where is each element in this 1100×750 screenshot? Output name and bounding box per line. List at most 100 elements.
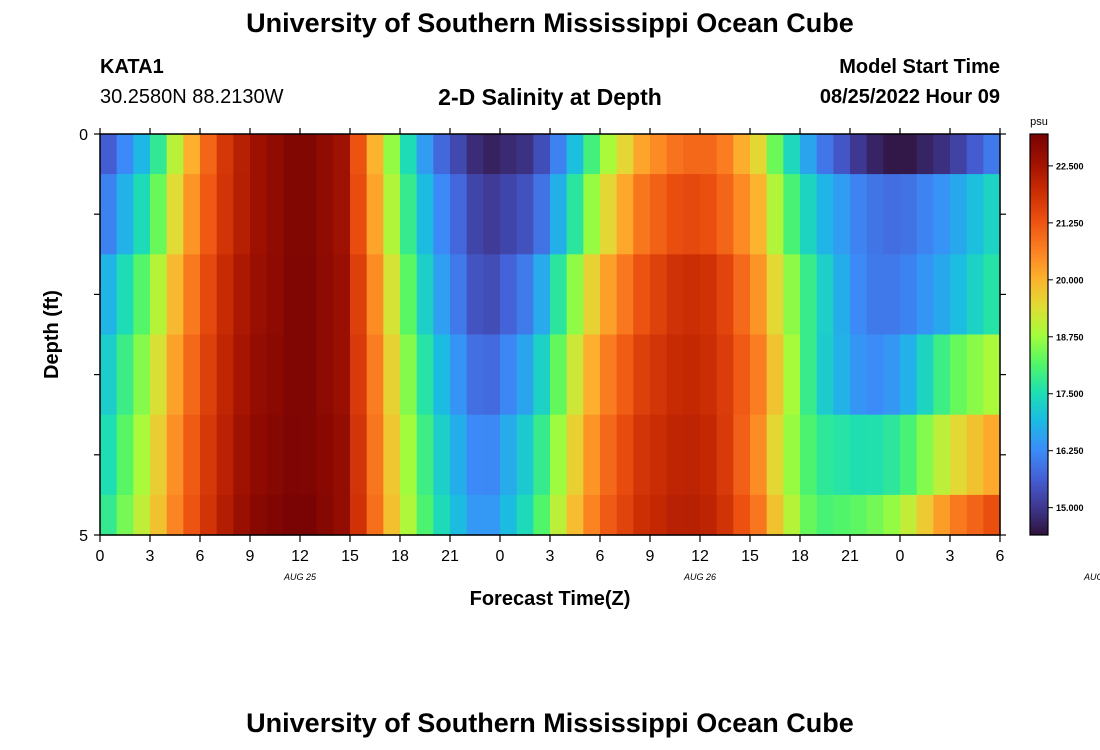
colorbar-segment [1030,160,1048,163]
heatmap-cell [216,334,234,416]
heatmap-cell [916,254,934,336]
heatmap-cell [850,134,868,175]
heatmap-cell [733,494,751,536]
x-axis-label: Forecast Time(Z) [470,588,631,610]
colorbar-segment [1030,286,1048,289]
heatmap-cell [916,494,934,536]
colorbar-segment [1030,264,1048,267]
heatmap-cell [716,334,734,416]
heatmap-cell [850,254,868,336]
heatmap-cell [750,494,768,536]
colorbar-segment [1030,408,1048,412]
x-tick-label: 9 [646,548,655,565]
heatmap-cell [200,254,218,336]
heatmap-cell [416,494,434,536]
heatmap-cell [933,174,951,255]
heatmap-cell [283,134,301,175]
colorbar-segment [1030,372,1048,376]
colorbar-segment [1030,268,1048,271]
colorbar-segment [1030,432,1048,436]
heatmap-cell [450,334,468,416]
colorbar-segment [1030,276,1048,279]
heatmap-cell [133,334,151,416]
heatmap-cell [216,254,234,336]
heatmap-cell [500,134,518,175]
heatmap-cell [583,254,601,336]
heatmap-cell [366,414,384,496]
colorbar-segment [1030,166,1048,169]
colorbar-segment [1030,212,1048,215]
colorbar-segment [1030,294,1048,297]
colorbar-segment [1030,370,1048,374]
heatmap-cell [800,134,818,175]
heatmap-cell [366,174,384,255]
heatmap-cell [616,494,634,536]
heatmap-cell [516,134,534,175]
colorbar-segment [1030,296,1048,299]
heatmap-cell [416,414,434,496]
heatmap-cell [800,334,818,416]
colorbar-segment [1030,524,1048,528]
heatmap-cell [783,334,801,416]
x-tick-label: 6 [196,548,205,565]
heatmap-cell [483,494,501,536]
heatmap-cell [183,174,201,255]
colorbar-segment [1030,458,1048,462]
heatmap-cell [200,414,218,496]
heatmap-cell [100,414,118,496]
colorbar-segment [1030,434,1048,438]
colorbar-segment [1030,256,1048,259]
colorbar-segment [1030,340,1048,344]
colorbar-segment [1030,138,1048,141]
heatmap-cell [933,414,951,496]
heatmap-cell [233,174,251,255]
colorbar-segment [1030,346,1048,350]
heatmap-cell [633,494,651,536]
heatmap-cell [483,414,501,496]
colorbar-segment [1030,502,1048,506]
heatmap-cell [533,414,551,496]
heatmap-cell [800,254,818,336]
colorbar-segment [1030,404,1048,408]
colorbar-segment [1030,308,1048,311]
heatmap-cell [516,334,534,416]
heatmap-cell [316,254,334,336]
heatmap-cell [266,134,284,175]
heatmap-cell [783,494,801,536]
heatmap-cell [600,414,618,496]
x-tick-label: 0 [96,548,105,565]
heatmap-cell [216,494,234,536]
colorbar-segment [1030,378,1048,382]
heatmap-cell [666,414,684,496]
heatmap-cell [950,134,968,175]
heatmap-cell [650,174,668,255]
heatmap-cell [566,334,584,416]
colorbar-segment [1030,282,1048,285]
heatmap-cell [533,334,551,416]
colorbar-segment [1030,424,1048,428]
colorbar-segment [1030,190,1048,193]
colorbar-segment [1030,316,1048,319]
colorbar-segment [1030,236,1048,239]
heatmap-cell [483,334,501,416]
heatmap-cell [833,174,851,255]
heatmap-cell [700,254,718,336]
heatmap-cell [116,334,134,416]
colorbar-segment [1030,470,1048,474]
heatmap-cell [916,134,934,175]
heatmap-cell [466,254,484,336]
heatmap-cell [233,414,251,496]
heatmap-cell [933,334,951,416]
heatmap-cell [166,334,184,416]
colorbar-segment [1030,328,1048,331]
colorbar-segment [1030,134,1048,137]
heatmap-cell [400,494,418,536]
y-axis-label: Depth (ft) [41,290,63,379]
heatmap-cell [516,414,534,496]
heatmap-cell [300,414,318,496]
heatmap-cell [650,334,668,416]
colorbar-segment [1030,150,1048,153]
colorbar-segment [1030,490,1048,494]
heatmap-cell [300,494,318,536]
colorbar-segment [1030,530,1048,534]
